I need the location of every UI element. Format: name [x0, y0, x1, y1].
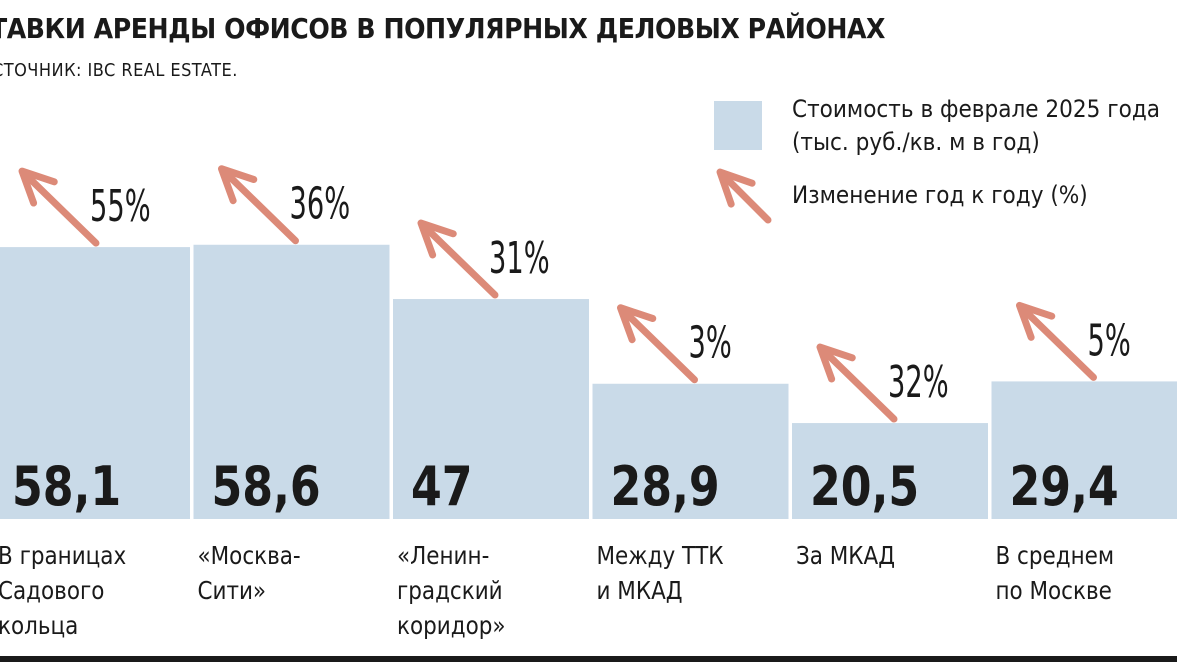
- category-label-3-0: Между ТТК: [596, 541, 723, 570]
- category-label-3-1: и МКАД: [596, 576, 682, 605]
- legend-arrow-swatch: [720, 172, 768, 220]
- legend-bar-swatch: [714, 101, 762, 150]
- change-label-4: 32%: [888, 356, 949, 408]
- change-arrow-4-shaft: [823, 350, 894, 419]
- bar-value-label-1: 58,6: [212, 455, 321, 518]
- change-label-0: 55%: [90, 180, 151, 232]
- change-label-5: 5%: [1088, 315, 1131, 367]
- legend-arrow-text: Изменение год к году (%): [792, 182, 1088, 209]
- category-label-5-0: В среднем: [996, 541, 1115, 570]
- legend-bar-text-1: (тыс. руб./кв. м в год): [792, 129, 1040, 156]
- change-arrow-1: [222, 169, 296, 241]
- change-arrow-5-shaft: [1022, 308, 1093, 377]
- change-label-3: 3%: [689, 317, 732, 369]
- change-arrow-1-shaft: [224, 172, 295, 241]
- category-label-4-0: За МКАД: [796, 541, 895, 570]
- bar-value-label-0: 58,1: [12, 455, 121, 518]
- change-arrow-2: [421, 223, 495, 295]
- bar-value-label-3: 28,9: [611, 455, 720, 518]
- category-label-0-0: В границах: [0, 541, 126, 570]
- legend-bar-text-0: Стоимость в феврале 2025 года: [792, 96, 1160, 123]
- change-arrow-3-shaft: [623, 311, 694, 380]
- category-label-2-1: градский: [397, 576, 503, 605]
- bars-group: 58,1 55% В границах Садового кольца 58,6 36% «М…: [0, 169, 1177, 641]
- bar-value-label-2: 47: [411, 455, 473, 518]
- bottom-rule: [0, 656, 1177, 662]
- change-arrow-3: [621, 308, 695, 380]
- bar-value-label-5: 29,4: [1010, 455, 1119, 518]
- category-label-0-1: Садового: [0, 576, 104, 605]
- category-label-1-1: Сити»: [197, 576, 266, 605]
- change-arrow-2-shaft: [424, 226, 495, 295]
- change-arrow-5: [1020, 305, 1094, 377]
- change-arrow-0: [22, 171, 96, 243]
- change-label-2: 31%: [489, 232, 550, 284]
- category-label-1-0: «Москва-: [197, 541, 300, 570]
- legend: Стоимость в феврале 2025 года (тыс. руб./…: [714, 96, 1160, 220]
- change-arrow-0-shaft: [25, 174, 96, 243]
- bar-value-label-4: 20,5: [810, 455, 919, 518]
- change-arrow-4: [820, 347, 894, 419]
- change-label-1: 36%: [290, 178, 351, 230]
- category-label-5-1: по Москве: [996, 576, 1112, 605]
- category-label-0-2: кольца: [0, 611, 78, 640]
- category-label-2-2: коридор»: [397, 611, 505, 640]
- category-label-2-0: «Ленин-: [397, 541, 489, 570]
